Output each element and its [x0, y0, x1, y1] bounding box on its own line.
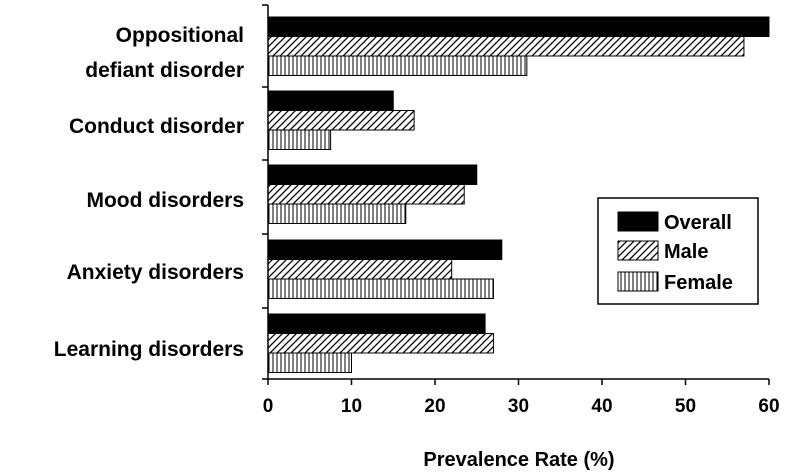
x-tick-label: 0 — [263, 396, 274, 417]
x-tick-label: 40 — [591, 396, 612, 417]
category-label: Oppositional — [116, 24, 244, 47]
bar-female-0 — [267, 55, 528, 76]
category-label: Mood disorders — [86, 189, 244, 212]
bar-overall-1 — [267, 90, 394, 111]
legend-label-female: Female — [664, 272, 733, 294]
bar-male-3 — [267, 259, 453, 280]
legend-swatch-overall — [617, 211, 659, 232]
x-axis-title: Prevalence Rate (%) — [423, 449, 614, 471]
x-tick-label: 30 — [508, 396, 529, 417]
bar-overall-4 — [267, 313, 486, 334]
category-label: defiant disorder — [85, 59, 244, 82]
x-tick-label: 60 — [758, 396, 779, 417]
bar-overall-2 — [267, 164, 478, 185]
bar-male-2 — [267, 184, 465, 205]
bar-overall-3 — [267, 239, 503, 260]
bar-male-0 — [267, 36, 745, 57]
x-tick-label: 20 — [424, 396, 445, 417]
legend-label-male: Male — [664, 241, 708, 263]
x-tick-label: 10 — [341, 396, 362, 417]
category-labels: Oppositional defiant disorder Conduct diso… — [54, 24, 244, 361]
bars-layer — [267, 16, 770, 373]
category-label: Anxiety disorders — [67, 261, 244, 284]
legend-swatch-female — [617, 271, 659, 292]
category-label: Learning disorders — [54, 338, 244, 361]
legend: Overall Male Female — [597, 197, 759, 305]
category-label: Conduct disorder — [69, 115, 244, 138]
bar-male-4 — [267, 333, 494, 354]
bar-overall-0 — [267, 16, 770, 37]
bar-female-4 — [267, 352, 352, 373]
legend-swatch-male — [617, 240, 659, 261]
bar-female-1 — [267, 129, 332, 150]
bar-female-2 — [267, 203, 407, 224]
x-tick-label: 50 — [675, 396, 696, 417]
legend-label-overall: Overall — [664, 212, 732, 234]
bar-female-3 — [267, 278, 494, 299]
x-ticks: 0 10 20 30 40 50 60 — [263, 379, 780, 417]
bar-male-1 — [267, 110, 415, 131]
